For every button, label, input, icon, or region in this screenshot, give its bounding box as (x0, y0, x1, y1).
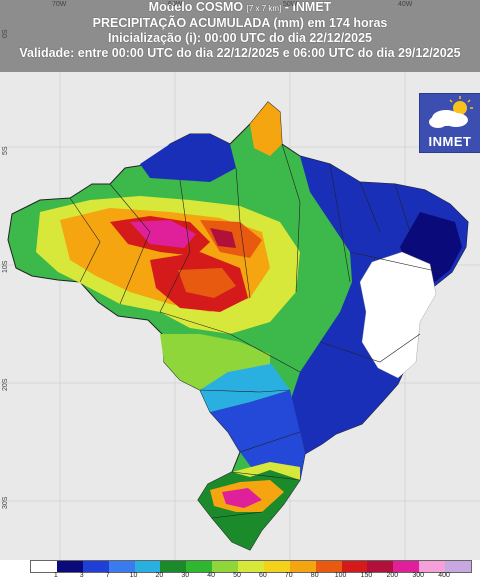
header-line-3: Inicialização (i): 00:00 UTC do dia 22/1… (108, 31, 372, 45)
header-line-4: Validade: entre 00:00 UTC do dia 22/12/2… (19, 46, 461, 60)
legend-swatch (134, 561, 161, 572)
lat-label-0s: 0S (2, 29, 9, 38)
legend-label: 80 (310, 572, 319, 579)
lon-label-40w: 40W (398, 1, 413, 8)
legend-label: 40 (207, 572, 216, 579)
header-line-1: Modelo COSMO [7 x 7 km] - INMET (0, 0, 480, 16)
model-org: - INMET (284, 0, 332, 14)
legend-label: 70 (284, 572, 293, 579)
lon-label-50w: 50W (283, 1, 298, 8)
legend-swatch (82, 561, 109, 572)
legend-label: 1 (53, 572, 58, 579)
legend-label: 20 (155, 572, 164, 579)
header-line-2: PRECIPITAÇÃO ACUMULADA (mm) em 174 horas (92, 16, 388, 30)
legend-swatch (393, 561, 420, 572)
legend-swatch (419, 561, 445, 572)
lat-label-5s: 5S (2, 146, 9, 155)
legend-label: 400 (438, 572, 450, 579)
legend-color-bar (30, 560, 472, 573)
legend-label: 30 (181, 572, 190, 579)
legend-swatch (445, 561, 471, 572)
lat-label-10s: 10S (2, 260, 9, 273)
legend-swatch (56, 561, 83, 572)
legend-label: 100 (334, 572, 347, 579)
legend-swatch (341, 561, 368, 572)
legend-label: 7 (105, 572, 110, 579)
legend-swatch (31, 561, 57, 572)
legend-swatch (315, 561, 342, 572)
map-panel: Modelo COSMO [7 x 7 km] - INMET PRECIPIT… (0, 0, 480, 560)
weather-logo-icon (429, 96, 473, 128)
legend-swatch (289, 561, 316, 572)
lon-label-70w: 70W (52, 1, 67, 8)
legend-label: 150 (360, 572, 373, 579)
legend-swatch (108, 561, 135, 572)
legend-labels: 1 3 7 10 20 30 40 50 60 70 80 100 150 200 300 400 (20, 572, 480, 582)
lat-label-20s: 20S (2, 378, 9, 391)
map-header: Modelo COSMO [7 x 7 km] - INMET PRECIPIT… (0, 0, 480, 72)
legend-swatch (263, 561, 290, 572)
legend-swatch (186, 561, 213, 572)
legend-label: 60 (259, 572, 267, 579)
logo-text: INMET (428, 134, 472, 149)
model-name: Modelo COSMO (148, 0, 244, 14)
legend-label: 10 (129, 572, 138, 579)
legend-label: 300 (412, 572, 425, 579)
inmet-logo: INMET (419, 93, 480, 153)
legend-swatch (212, 561, 238, 572)
lat-label-30s: 30S (2, 496, 9, 509)
lon-label-60w: 60W (168, 1, 183, 8)
model-resolution: [7 x 7 km] (246, 4, 282, 13)
legend-swatch (367, 561, 394, 572)
legend-label: 3 (79, 572, 84, 579)
legend-swatch (238, 561, 264, 572)
legend-label: 50 (233, 572, 241, 579)
legend-label: 200 (386, 572, 399, 579)
brazil-precipitation-map (0, 72, 480, 560)
color-legend: 1 3 7 10 20 30 40 50 60 70 80 100 150 200 300 400 (20, 560, 480, 583)
legend-swatch (160, 561, 187, 572)
